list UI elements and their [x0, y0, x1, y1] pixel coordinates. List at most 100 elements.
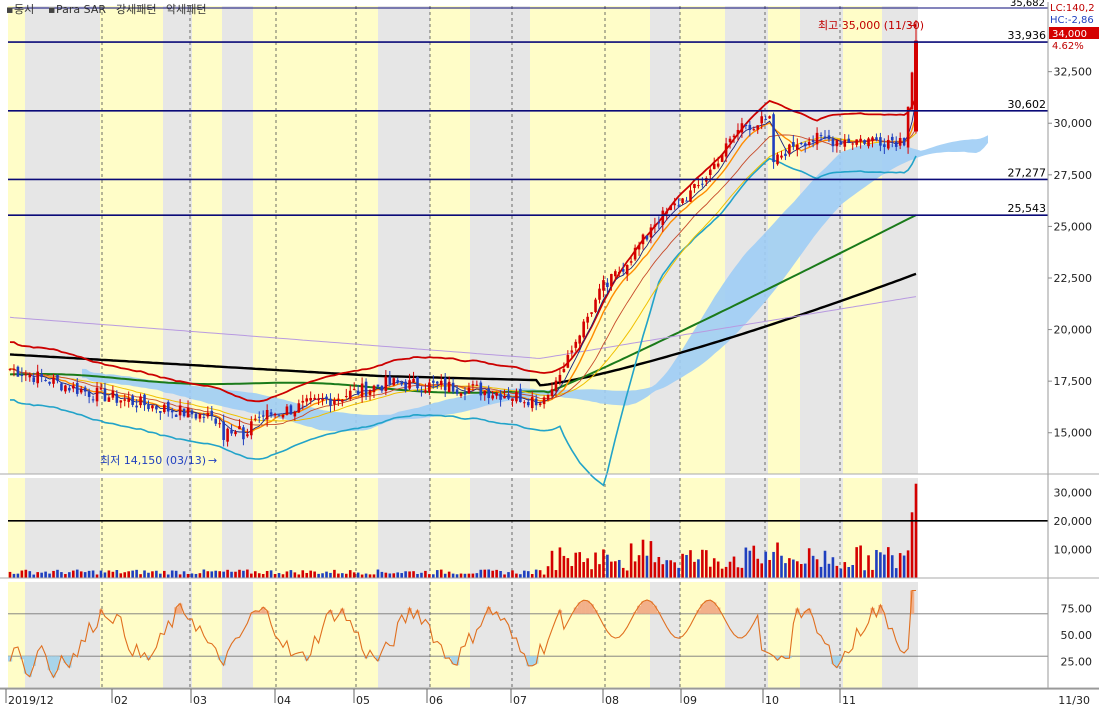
candle-body — [728, 138, 732, 143]
month-band — [768, 582, 800, 688]
candle-body — [368, 390, 372, 396]
volume-tick-label: 10,000 — [1054, 543, 1093, 556]
candle-body — [52, 377, 55, 384]
volume-bar — [261, 574, 265, 578]
osc-oversold-fill — [63, 656, 68, 664]
volume-bar — [455, 574, 459, 578]
osc-overbought-fill — [870, 607, 875, 614]
month-band — [192, 478, 222, 578]
volume-bar — [253, 571, 257, 578]
month-band — [8, 582, 25, 688]
low-arrow-icon: → — [208, 454, 217, 467]
volume-bar — [875, 549, 878, 578]
candle-body — [748, 124, 752, 131]
volume-bar — [44, 571, 47, 578]
volume-bar — [348, 570, 352, 578]
candle-body — [649, 227, 653, 238]
candle-body — [910, 72, 914, 110]
volume-bar — [835, 565, 839, 578]
volume-bar — [570, 566, 574, 578]
candle-body — [396, 380, 400, 383]
volume-bar — [333, 569, 336, 578]
candle-body — [685, 200, 688, 202]
candle-body — [772, 114, 775, 163]
volume-bar — [788, 558, 791, 578]
candle-body — [265, 409, 269, 420]
candle-body — [392, 378, 396, 386]
volume-bar — [614, 561, 617, 578]
volume-bar — [396, 572, 400, 578]
volume-bar — [625, 570, 629, 578]
candle-body — [701, 183, 704, 185]
candle-body — [32, 377, 36, 382]
x-axis-labels: 2019/12 02 03 04 05 06 07 08 09 10 11 11/30 — [5, 689, 1090, 707]
volume-bar — [400, 573, 403, 578]
volume-bar — [79, 571, 83, 578]
month-band — [800, 478, 843, 578]
x-tick-label: 05 — [356, 694, 370, 707]
osc-oversold-fill — [27, 656, 32, 677]
osc-oversold-fill — [217, 656, 222, 660]
candle-body — [408, 380, 411, 389]
y-axis-labels: 32,500 30,000 27,500 25,000 22,500 20,000 17,5… — [1048, 66, 1092, 669]
volume-bar — [606, 554, 609, 578]
candle-body — [250, 421, 253, 436]
month-band — [25, 6, 100, 474]
month-band — [680, 6, 725, 474]
volume-bar — [439, 569, 443, 578]
oscillator-line — [8, 589, 1048, 679]
volume-bar — [424, 570, 427, 578]
volume-bar — [420, 572, 423, 578]
candle-body — [289, 405, 293, 415]
price-tick-label: 27,500 — [1054, 169, 1093, 182]
candle-body — [412, 378, 415, 383]
osc-oversold-fill — [47, 656, 52, 671]
volume-bar — [740, 567, 744, 578]
osc-overbought-fill — [716, 607, 721, 614]
candle-body — [614, 271, 617, 277]
month-band — [843, 6, 882, 474]
top-cut-price-label: 35,682 — [1010, 0, 1045, 9]
candle-body — [147, 404, 150, 410]
volume-bar — [257, 573, 261, 578]
candle-body — [439, 380, 443, 386]
volume-bar — [139, 574, 142, 578]
volume-bar — [499, 570, 502, 578]
month-band — [25, 582, 100, 688]
volume-bar — [72, 570, 75, 578]
candle-body — [170, 410, 174, 413]
volume-bar — [843, 562, 847, 578]
volume-bar — [554, 570, 558, 578]
volume-bar — [530, 574, 534, 578]
volume-bar — [107, 570, 111, 578]
volume-bar — [341, 573, 344, 578]
volume-bar — [507, 572, 510, 578]
osc-oversold-fill — [67, 656, 72, 668]
month-band — [650, 478, 680, 578]
volume-bar — [701, 549, 704, 578]
volume-bar — [693, 561, 696, 578]
volume-bar — [230, 571, 233, 578]
volume-bar — [166, 574, 170, 578]
volume-bar — [621, 567, 625, 578]
volume-bar — [32, 574, 36, 578]
volume-bar — [645, 555, 649, 578]
volume-bar — [143, 570, 146, 578]
candle-body — [99, 388, 103, 390]
x-tick-label: 06 — [429, 694, 443, 707]
volume-bar — [147, 572, 150, 578]
candle-body — [606, 282, 609, 288]
candle-body — [305, 398, 309, 402]
volume-bar — [815, 559, 819, 578]
volume-bar — [170, 570, 174, 578]
ma-long-black — [9, 272, 917, 387]
volume-bar — [641, 539, 645, 578]
oscillator-tick-label: 75.00 — [1061, 603, 1093, 616]
osc-overbought-fill — [637, 605, 642, 614]
hc-label: HC:-2,86 — [1050, 15, 1094, 26]
volume-bar — [491, 570, 494, 578]
volume-bar — [467, 573, 471, 578]
volume-bar — [910, 512, 914, 578]
candle-body — [780, 155, 783, 158]
